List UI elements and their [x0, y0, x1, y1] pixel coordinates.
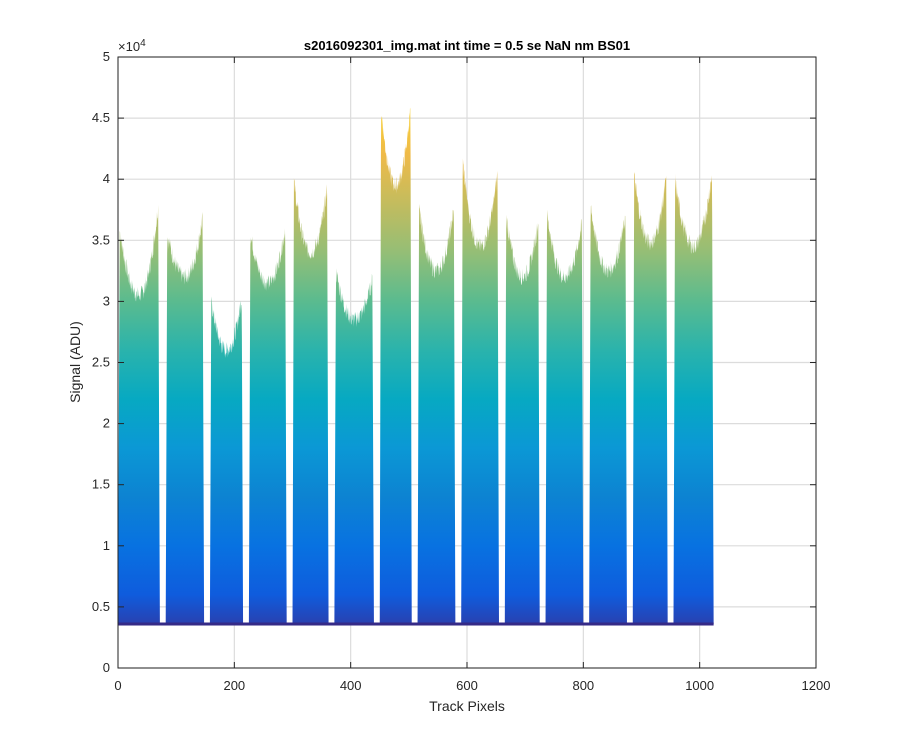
y-tick-labels: 0 0.5 1 1.5 2 2.5 3 3.5 4 4.5 5: [92, 49, 110, 675]
signal-segment-14: [673, 173, 714, 625]
y-tick-label: 4.5: [92, 110, 110, 125]
signal-segment-13: [632, 172, 668, 625]
y-tick-label: 3.5: [92, 232, 110, 247]
y-tick-label: 4: [103, 171, 110, 186]
signal-segment-3: [209, 296, 244, 625]
signal-segment-6: [334, 268, 374, 625]
y-tick-label: 1: [103, 538, 110, 553]
y-tick-label: 0: [103, 660, 110, 675]
signal-segment-7: [379, 107, 412, 625]
x-tick-label: 1200: [802, 678, 831, 693]
y-tick-label: 2: [103, 416, 110, 431]
x-tick-label: 0: [114, 678, 121, 693]
y-exponent-base: ×10: [118, 39, 140, 54]
signal-segment-8: [417, 203, 456, 625]
y-tick-label: 3: [103, 293, 110, 308]
chart-title: s2016092301_img.mat int time = 0.5 se Na…: [304, 38, 630, 53]
x-tick-label: 600: [456, 678, 478, 693]
signal-segment-4: [248, 228, 287, 625]
axis-ticks: [117, 56, 817, 669]
y-tick-label: 0.5: [92, 599, 110, 614]
x-tick-label: 800: [572, 678, 594, 693]
x-tick-label: 400: [340, 678, 362, 693]
y-exponent-power: 4: [140, 38, 146, 49]
y-tick-label: 5: [103, 49, 110, 64]
signal-baseline: [118, 622, 714, 626]
x-tick-labels: 0 200 400 600 800 1000 1200: [114, 678, 830, 693]
x-tick-label: 1000: [685, 678, 714, 693]
signal-segment-5: [292, 178, 329, 625]
signal-segment-12: [589, 205, 627, 625]
x-tick-label: 200: [223, 678, 245, 693]
signal-segment-10: [504, 214, 540, 625]
signal-segment-11: [545, 209, 584, 625]
y-exponent-label: ×104: [118, 38, 146, 54]
signal-segment-1: [118, 204, 160, 625]
signal-segment-9: [461, 158, 499, 625]
x-axis-label: Track Pixels: [429, 698, 505, 714]
signal-series: [118, 107, 714, 626]
y-tick-label: 2.5: [92, 355, 110, 370]
y-axis-label: Signal (ADU): [67, 321, 83, 403]
signal-segment-2: [165, 212, 205, 625]
y-tick-label: 1.5: [92, 477, 110, 492]
